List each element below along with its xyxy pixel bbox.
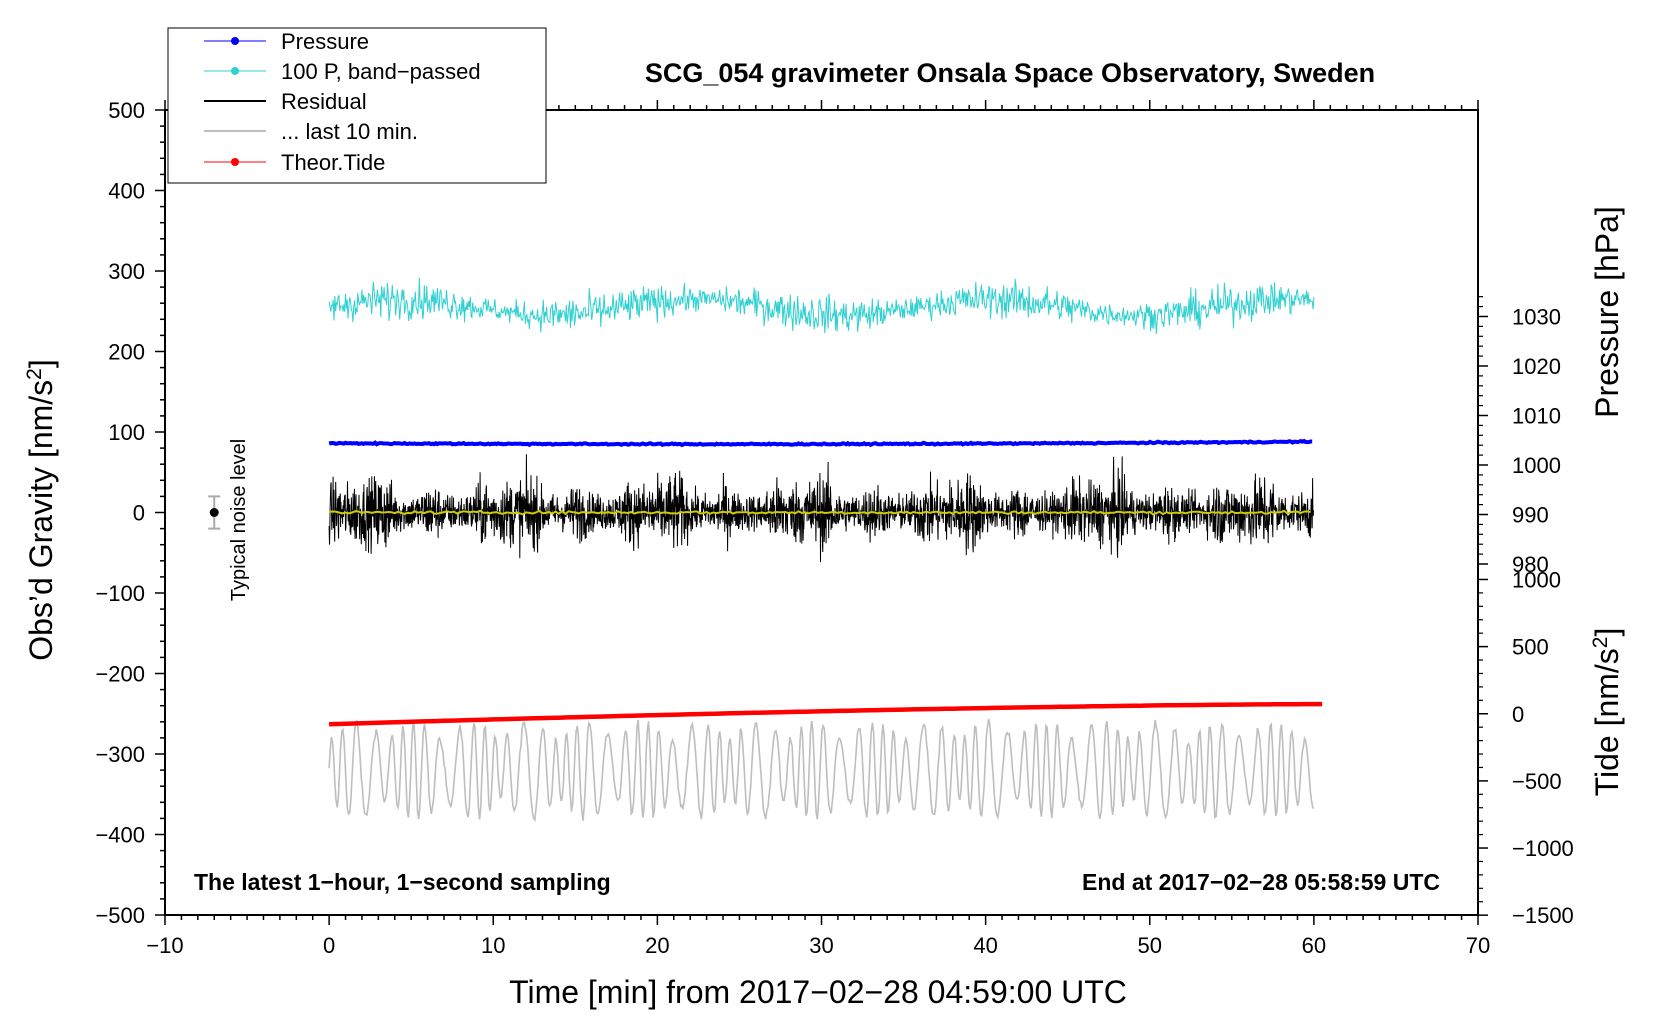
y-tick-label-left: 100 bbox=[108, 420, 145, 445]
noise-marker-point bbox=[209, 508, 219, 517]
legend-item-last10: ... last 10 min. bbox=[204, 119, 418, 144]
y-tick-label-left: −200 bbox=[95, 662, 145, 687]
series-pressure bbox=[328, 438, 1313, 448]
legend-label-tide: Theor.Tide bbox=[281, 150, 385, 175]
x-tick-label: −10 bbox=[146, 933, 183, 958]
legend-label-bandpassed: 100 P, band−passed bbox=[281, 59, 481, 84]
annotation-sampling: The latest 1−hour, 1−second sampling bbox=[194, 869, 611, 895]
tide-tick-label: 500 bbox=[1512, 635, 1549, 660]
pressure-tick-label: 1000 bbox=[1512, 453, 1561, 478]
legend-label-last10: ... last 10 min. bbox=[281, 119, 418, 144]
tide-tick-label: −500 bbox=[1512, 769, 1562, 794]
legend-item-tide: Theor.Tide bbox=[204, 150, 385, 175]
chart-title: SCG_054 gravimeter Onsala Space Observat… bbox=[645, 58, 1375, 88]
legend-label-residual: Residual bbox=[281, 89, 367, 114]
series-theoretical-tide bbox=[329, 701, 1323, 727]
tide-tick-label: −1000 bbox=[1512, 836, 1574, 861]
series-mean bbox=[329, 509, 1311, 516]
legend-box bbox=[167, 27, 547, 184]
series-last-10-min bbox=[328, 718, 1315, 822]
legend-marker-bandpassed bbox=[231, 67, 239, 75]
y-axis-title-pressure: Pressure [hPa] bbox=[1589, 206, 1625, 418]
axes-layer: −10 0 10 20 30 40 50 60 70−500−400−300−200−10001… bbox=[95, 98, 1573, 958]
annotation-end-time: End at 2017−02−28 05:58:59 UTC bbox=[1082, 869, 1440, 895]
y-tick-label-left: 400 bbox=[108, 179, 145, 204]
legend-marker-pressure bbox=[231, 37, 239, 45]
x-tick-label: 50 bbox=[1138, 933, 1162, 958]
legend-label-pressure: Pressure bbox=[281, 29, 369, 54]
pressure-tick-label: 1030 bbox=[1512, 304, 1561, 329]
pressure-tick-label: 990 bbox=[1512, 503, 1549, 528]
pressure-tick-label: 1010 bbox=[1512, 403, 1561, 428]
legend-item-bandpassed: 100 P, band−passed bbox=[204, 59, 481, 84]
tide-tick-label: 1000 bbox=[1512, 567, 1561, 592]
legend-marker-tide bbox=[231, 158, 239, 166]
y-tick-label-left: −300 bbox=[95, 742, 145, 767]
legend-item-residual: Residual bbox=[204, 89, 367, 114]
y-axis-title-tide: Tide [nm/s2] bbox=[1589, 628, 1626, 797]
legend: Pressure 100 P, band−passed Residual ...… bbox=[167, 27, 547, 184]
y-tick-label-left: −500 bbox=[95, 903, 145, 928]
y-tick-label-left: 200 bbox=[108, 340, 145, 365]
y-tick-label-left: 300 bbox=[108, 259, 145, 284]
tide-tick-label: −1500 bbox=[1512, 903, 1574, 928]
x-tick-label: 40 bbox=[973, 933, 997, 958]
tide-tick-label: 0 bbox=[1512, 702, 1524, 727]
x-tick-label: 30 bbox=[809, 933, 833, 958]
noise-level-label: Typical noise level bbox=[228, 439, 250, 601]
pressure-tick-label: 980 bbox=[1512, 552, 1549, 577]
y-tick-label-left: −100 bbox=[95, 581, 145, 606]
pressure-tick-label: 1020 bbox=[1512, 354, 1561, 379]
x-axis-title: Time [min] from 2017−02−28 04:59:00 UTC bbox=[509, 974, 1127, 1010]
x-tick-label: 70 bbox=[1466, 933, 1490, 958]
x-tick-label: 60 bbox=[1302, 933, 1326, 958]
series-pressure-bandpassed bbox=[328, 277, 1315, 335]
y-axis-title-gravity: Obs’d Gravity [nm/s2] bbox=[23, 359, 60, 661]
x-tick-label: 10 bbox=[481, 933, 505, 958]
y-tick-label-left: 500 bbox=[108, 98, 145, 123]
x-tick-label: 20 bbox=[645, 933, 669, 958]
legend-item-pressure: Pressure bbox=[204, 29, 369, 54]
series-layer bbox=[208, 277, 1323, 822]
y-tick-label-left: 0 bbox=[133, 501, 145, 526]
y-tick-label-left: −400 bbox=[95, 823, 145, 848]
x-tick-label: 0 bbox=[323, 933, 335, 958]
